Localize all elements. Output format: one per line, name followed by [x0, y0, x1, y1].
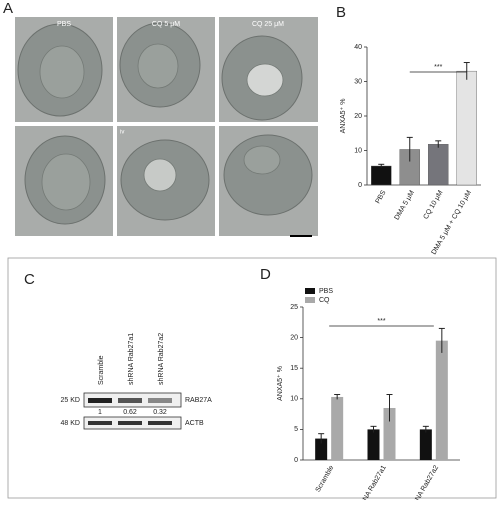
column-label: CQ 5 μM	[152, 21, 180, 28]
quantity: 0.32	[153, 409, 167, 416]
x-tick-label: DMA 5 μM	[394, 189, 417, 221]
micrographs	[15, 17, 318, 237]
protein-label: ACTB	[185, 420, 204, 427]
bar	[383, 407, 396, 460]
x-tick-label: shRNA Rab27a1	[356, 464, 388, 500]
y-tick-label: 10	[354, 147, 362, 154]
y-tick-label: 30	[354, 78, 362, 85]
y-axis-label: ANXA5⁺ %	[277, 366, 284, 401]
legend-label: PBS	[319, 288, 333, 295]
legend-swatch	[305, 288, 315, 294]
bar	[419, 429, 432, 460]
panel-label: A	[3, 0, 13, 17]
x-tick-label: Scramble	[315, 464, 336, 493]
bar	[315, 438, 328, 460]
bar	[456, 70, 477, 186]
significance-label: ***	[434, 64, 442, 71]
panel-label: D	[260, 266, 271, 283]
y-tick-label: 15	[290, 365, 298, 372]
frame	[7, 257, 497, 499]
y-axis-label: ANXA5⁺ %	[340, 99, 347, 134]
legend-swatch	[305, 297, 315, 303]
y-tick-label: 20	[354, 113, 362, 120]
marker-label: 25 KD	[61, 397, 80, 404]
panel-label: B	[336, 4, 346, 21]
y-tick-label: 25	[290, 304, 298, 311]
y-tick-label: 0	[358, 182, 362, 189]
y-tick-label: 40	[354, 44, 362, 51]
x-tick-label: shRNA Rab27a2	[408, 464, 440, 500]
lane-label: Scramble	[98, 355, 105, 385]
bar	[371, 165, 392, 186]
bar	[331, 396, 344, 460]
protein-label: RAB27A	[185, 397, 212, 404]
lane-label: shRNA Rab27a1	[128, 333, 135, 385]
bar	[367, 429, 380, 460]
panel-label: C	[24, 271, 35, 288]
image-numeral: iv	[120, 130, 124, 136]
significance-label: ***	[377, 318, 385, 325]
bar	[428, 144, 449, 186]
y-tick-label: 10	[290, 396, 298, 403]
lane-label: shRNA Rab27a2	[158, 333, 165, 385]
column-label: CQ 25 μM	[252, 21, 284, 28]
quantity: 0.62	[123, 409, 137, 416]
column-label: PBS	[57, 21, 71, 28]
y-tick-label: 0	[294, 457, 298, 464]
y-tick-label: 20	[290, 334, 298, 341]
x-tick-label: CQ 10 μM	[422, 189, 444, 220]
legend-label: CQ	[319, 297, 330, 304]
marker-label: 48 KD	[61, 420, 80, 427]
quantity: 1	[98, 409, 102, 416]
y-tick-label: 5	[294, 426, 298, 433]
bar	[435, 340, 448, 460]
x-tick-label: PBS	[375, 189, 388, 205]
blot	[83, 392, 182, 430]
